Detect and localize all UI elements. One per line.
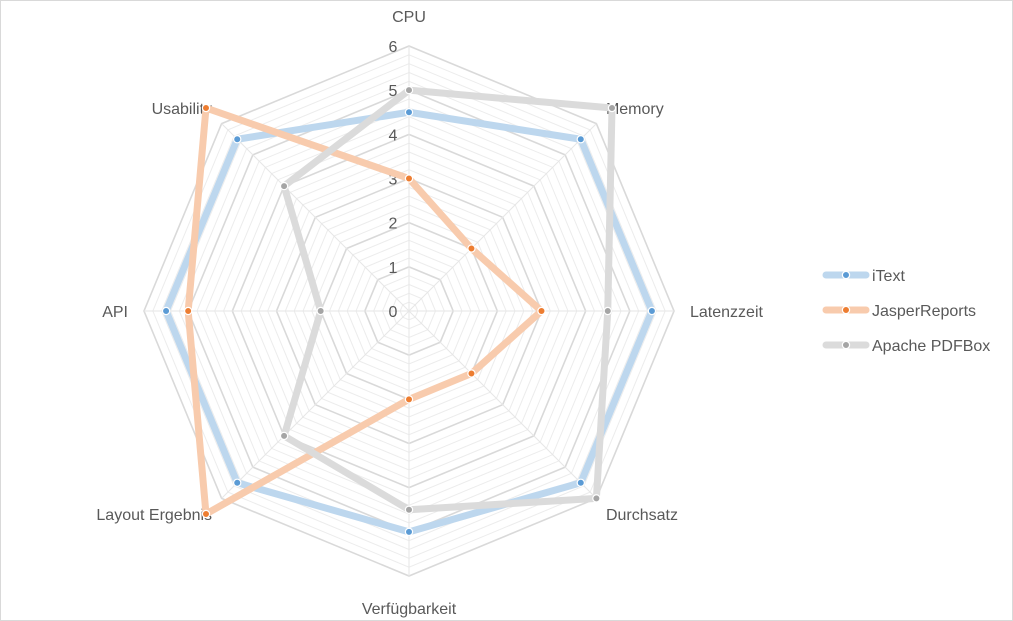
legend-swatch-marker [841,340,851,350]
tick-label: 5 [389,83,398,100]
series-point [279,181,289,191]
series-point [161,306,171,316]
series-point [233,478,242,487]
series-point [404,527,414,537]
series-point [603,306,612,316]
series-point [592,494,601,503]
series-point [647,306,657,316]
data-series [161,85,657,537]
series-point [201,509,211,519]
legend-label: Apache PDFBox [872,338,990,355]
axis-label: CPU [392,9,426,26]
series-point [201,103,211,113]
axis-label: Durchsatz [606,507,678,524]
series-point [576,135,585,144]
axis-label: Memory [606,101,664,118]
series-point [404,505,414,514]
series-point [404,85,414,95]
series-point [537,306,546,316]
series-point [316,306,325,316]
spoke-line [408,310,597,499]
tick-label: 1 [389,260,398,277]
series-point [607,103,617,113]
series-point [279,431,289,441]
series-point [404,108,414,117]
tick-label: 2 [389,216,398,233]
axis-label: Layout Ergebnis [96,507,212,524]
spoke-line [221,123,410,312]
legend-swatch-marker [841,270,851,280]
legend-item: iText [822,268,905,285]
legend-label: iText [872,268,905,285]
series-2 [279,85,617,514]
axis-labels: CPU Memory Latenzzeit Durchsatz Verfügbarkei… [96,9,763,618]
series-point [467,244,476,253]
series-point [233,135,242,144]
legend-item: JasperReports [822,303,976,320]
axis-label: API [102,304,128,321]
spoke-line [408,123,597,312]
spoke-line [221,310,410,499]
series-point [467,369,476,378]
tick-label: 6 [389,39,398,56]
series-point [404,395,414,404]
series-point [576,478,585,487]
series-0 [161,108,657,537]
axis-label: Latenzzeit [690,304,763,321]
tick-label: 4 [389,127,398,144]
axis-label: Verfügbarkeit [362,601,457,618]
radial-tick-labels: 0 1 2 3 4 5 6 [389,39,398,321]
tick-label: 3 [389,172,398,189]
series-point [183,306,193,316]
tick-label: 0 [389,304,398,321]
legend-item: Apache PDFBox [822,338,990,355]
series-1 [183,103,546,519]
legend-swatch-marker [841,305,851,315]
series-point [404,174,414,183]
legend-label: JasperReports [872,303,976,320]
legend: iText JasperReports Apache PDFBox [822,268,990,355]
axis-label: Usability [152,101,212,118]
